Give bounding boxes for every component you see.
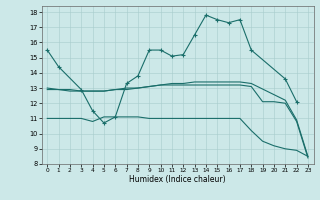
X-axis label: Humidex (Indice chaleur): Humidex (Indice chaleur) (129, 175, 226, 184)
